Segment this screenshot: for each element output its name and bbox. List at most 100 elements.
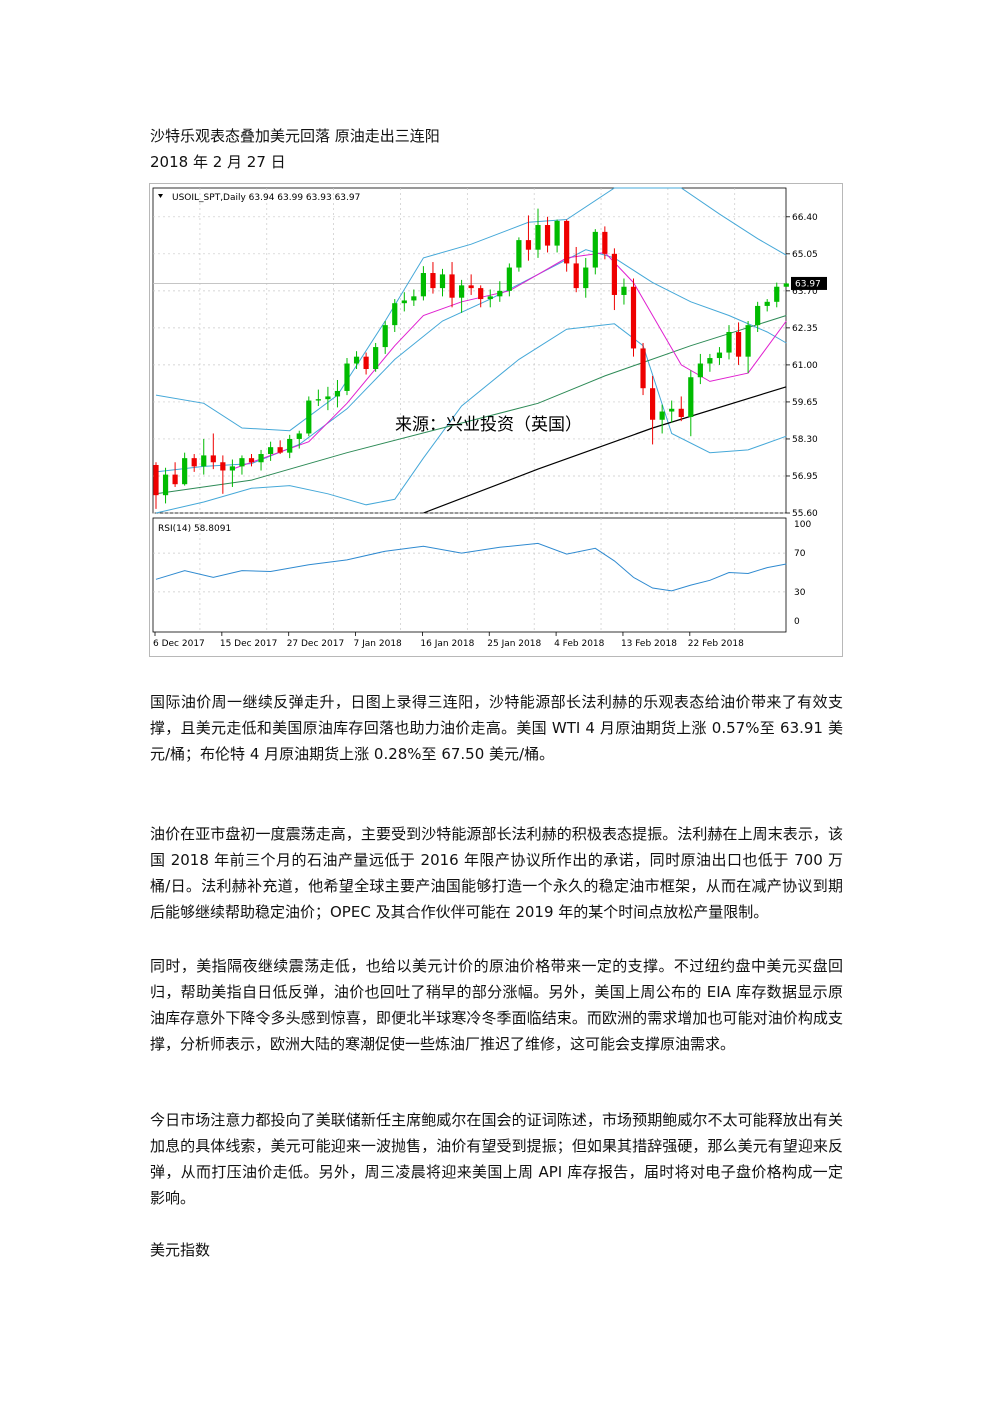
candle [172,462,178,487]
candle [201,438,207,475]
candle [401,292,407,312]
candle [697,353,703,385]
candle [583,257,589,298]
candle-body [268,447,274,455]
price-chart: 66.40 65.05 63.70 62.35 61.00 59.65 58.30 56.95… [149,183,843,657]
paragraph-3: 同时，美指隔夜继续震荡走低，也给以美元计价的原油价格带来一定的支撑。不过纽约盘中… [150,957,843,1053]
candle [353,351,360,370]
candle [755,301,761,332]
watermark-source: 来源：兴业投资（英国） [395,415,582,435]
rsi-tick-label: 0 [794,617,800,627]
candle [745,321,751,374]
price-tick-label: 55.60 [792,509,818,519]
candle-body [449,274,455,298]
candle-body [745,325,751,357]
candle [287,434,293,459]
candle [659,404,665,434]
candle-body [382,325,388,348]
rsi-label: RSI(14) 58.8091 [158,524,231,534]
candle-body [640,348,646,389]
candle-body [506,267,512,291]
price-tick-label: 59.65 [792,398,818,408]
rsi-panel: 100 70 30 0 [153,520,811,627]
candle-body [468,285,474,289]
rsi-line [155,542,787,592]
price-axis: 66.40 65.05 63.70 62.35 61.00 59.65 58.30 56.95… [786,213,818,519]
rsi-tick-label: 30 [794,588,806,598]
candle-body [659,411,665,420]
bollinger-lower-line [155,323,787,514]
candle [392,299,398,332]
price-tick-label: 61.00 [792,361,818,371]
date-tick-label: 15 Dec 2017 [220,639,278,649]
candle-body [182,458,188,485]
candle-body [373,347,379,370]
candle [248,454,255,467]
candle [449,262,455,308]
paragraph-2: 油价在亚市盘初一度震荡走高，主要受到沙特能源部长法利赫的积极表态提振。法利赫在上… [150,825,843,921]
candle [459,279,465,313]
candle-body [611,253,617,295]
price-tick-label: 63.70 [792,287,818,297]
candle-body [735,331,742,357]
candle-body [315,399,321,401]
bollinger-upper-line [155,187,787,432]
candle-body [220,462,226,471]
candle [229,459,235,487]
candle-body [726,331,732,353]
candle [306,396,312,437]
candle-body [201,455,207,467]
candle [344,358,350,396]
candle [411,289,417,306]
current-price-label: 63.97 [795,279,821,289]
candle-body [516,240,522,268]
rsi-plot-frame [152,517,787,633]
candle-body [630,286,637,349]
candle [630,278,637,357]
candle [735,322,742,365]
candle [373,342,379,372]
candle [334,379,341,408]
candle [525,215,532,261]
candle-body [716,352,723,359]
candle-body [248,458,255,463]
candle [315,389,321,407]
rsi-tick-label: 70 [794,549,806,559]
candle [182,452,188,486]
candle [363,352,369,375]
candle-body [669,408,675,412]
candle-body [525,240,532,250]
candle-body [650,388,656,420]
candle [210,433,216,470]
candle-body [411,296,417,301]
candle [573,246,579,293]
candle [277,440,283,455]
candle-body [153,465,159,496]
candle [497,281,503,302]
candle [726,325,732,360]
date-tick-label: 25 Jan 2018 [487,639,541,649]
candle-body [678,408,684,418]
candle-body [325,396,331,400]
candle-body [487,296,493,300]
candle-body [535,225,541,250]
candle-body [210,455,216,463]
candle [669,400,675,423]
candle [764,299,770,312]
indicator-lines [155,187,787,514]
rsi-tick-label: 100 [794,520,811,530]
candle [468,274,474,295]
candle [506,263,512,297]
ma-black-line [423,386,787,514]
candle-body [258,454,264,463]
candle-body [401,300,407,304]
candle-body [564,220,570,264]
collapse-triangle-icon [158,194,163,198]
candle [220,455,226,494]
candle-body [229,466,235,471]
candle-body [420,273,426,297]
date-tick-label: 6 Dec 2017 [153,639,205,649]
candle [258,449,264,471]
chart-grid [152,187,787,633]
candle-body [573,263,579,289]
